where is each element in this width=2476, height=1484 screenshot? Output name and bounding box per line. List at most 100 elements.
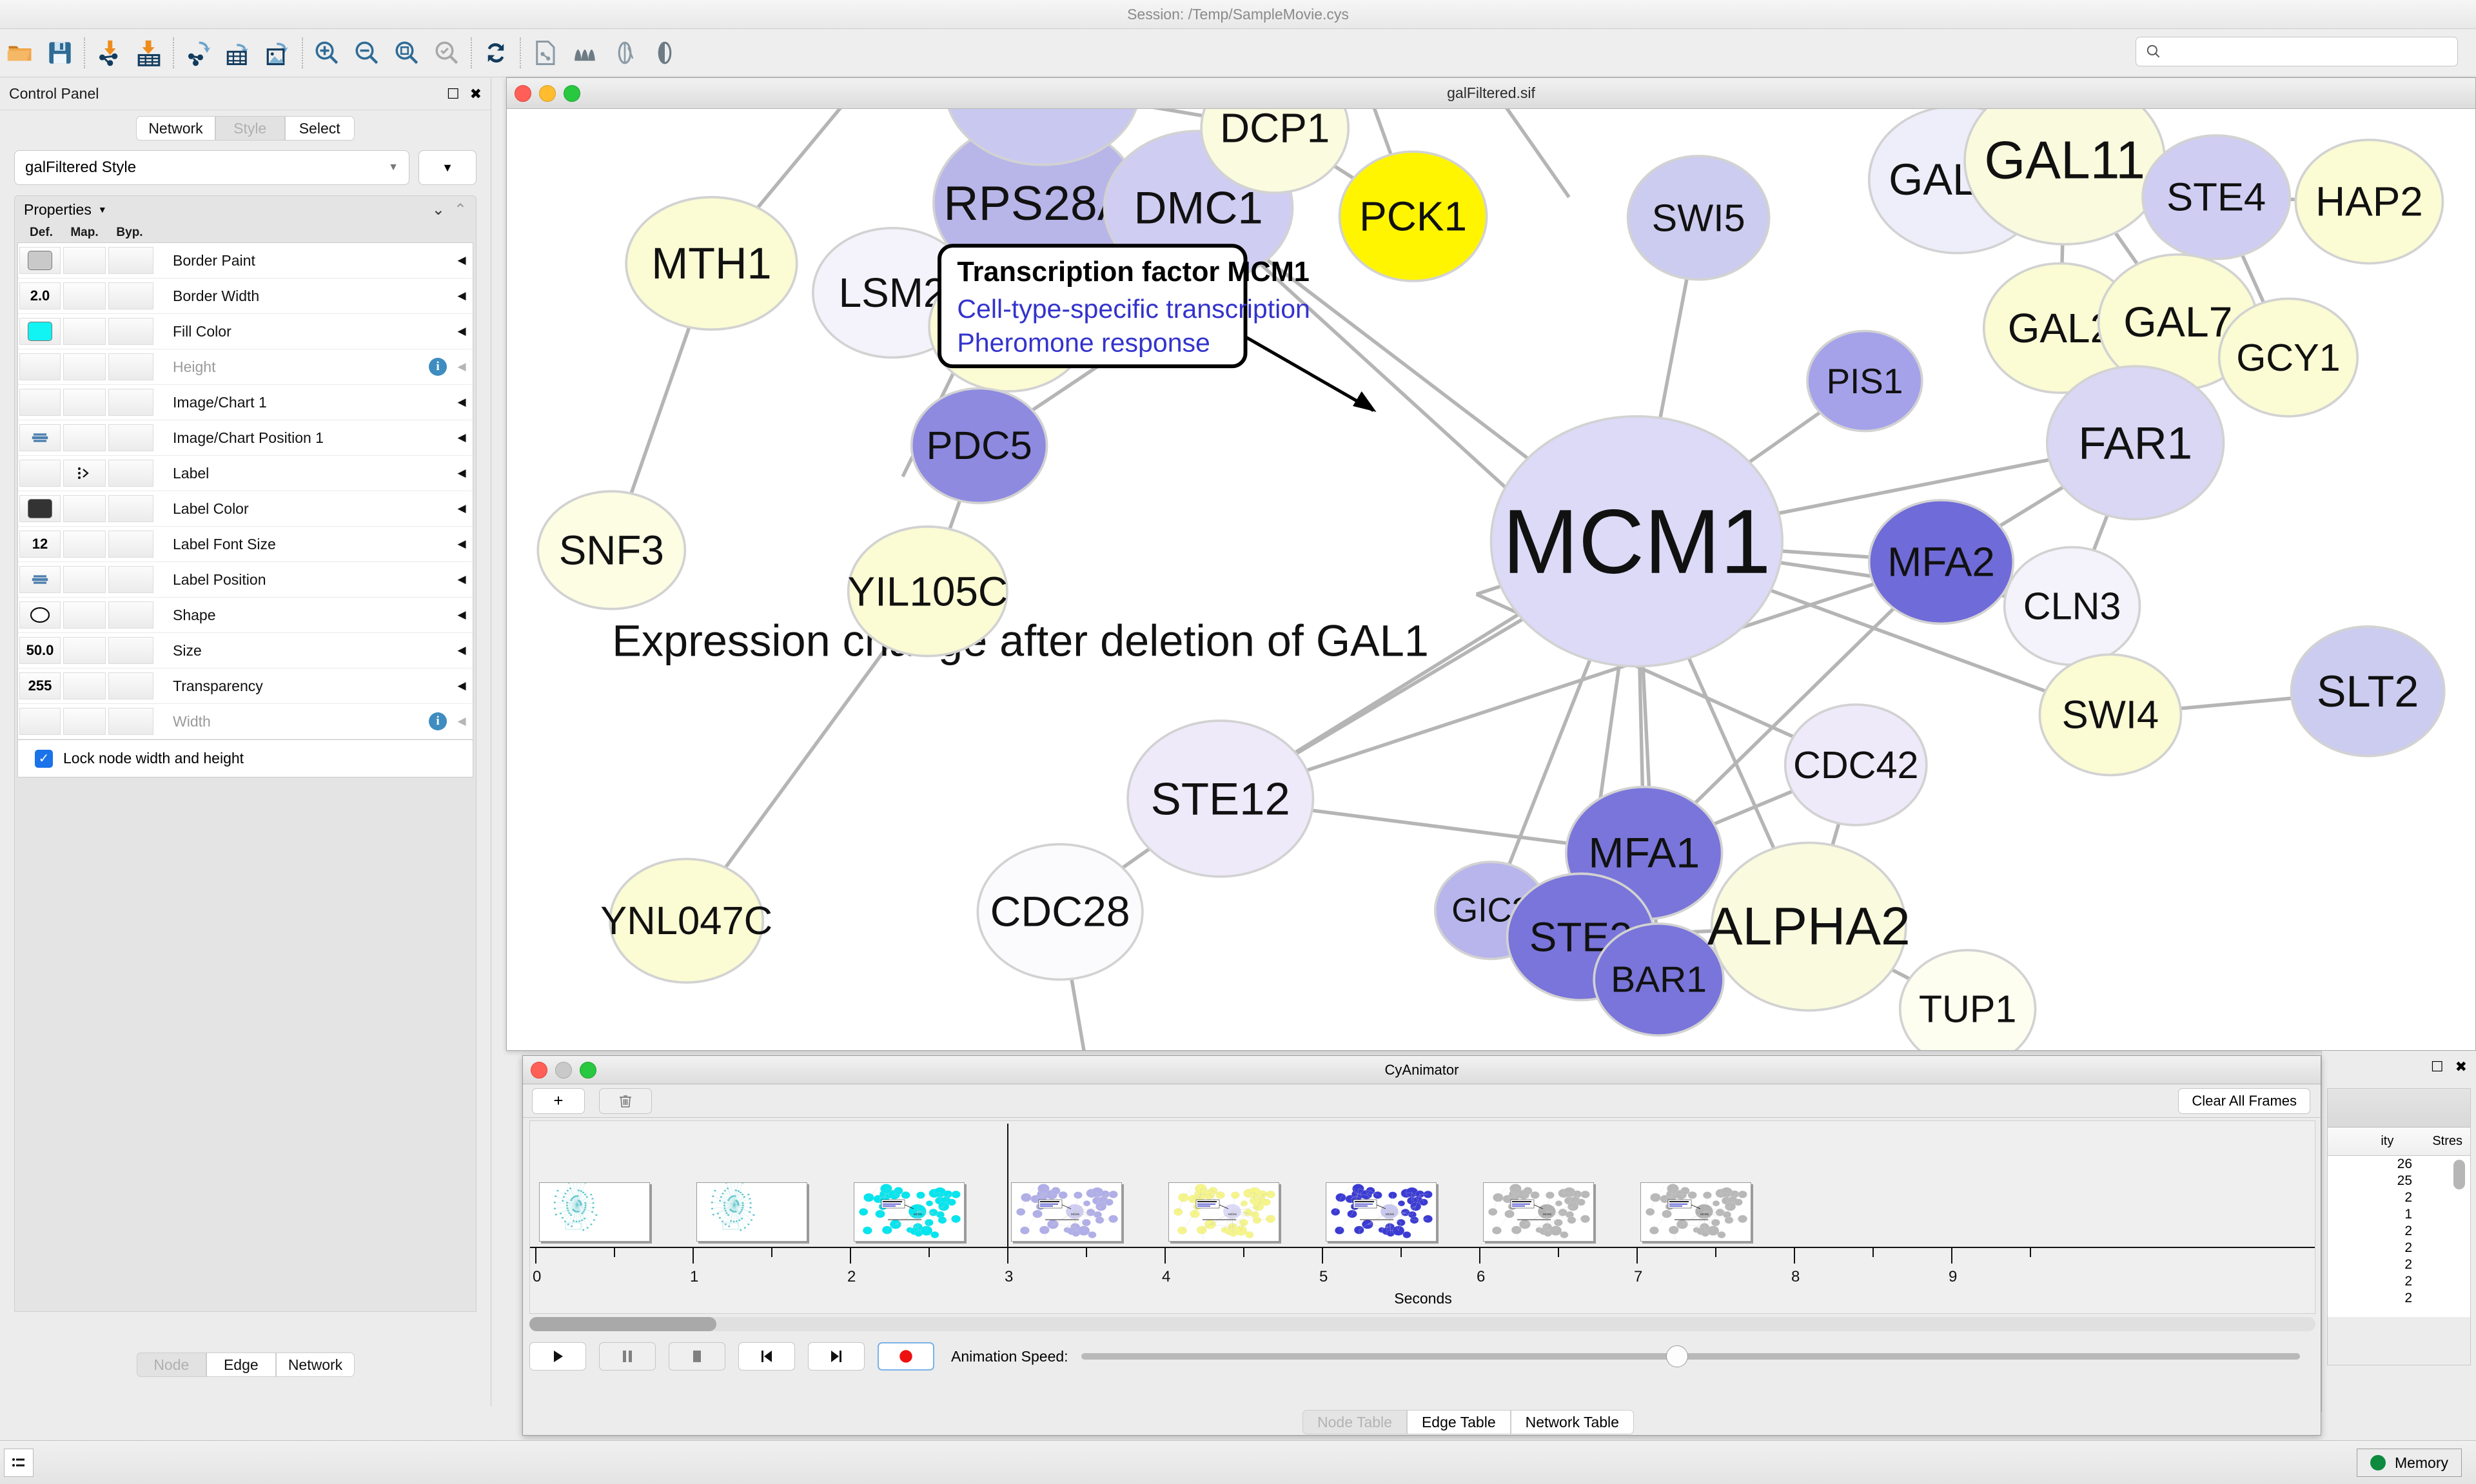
lock-node-wh-checkbox[interactable]: ✓ bbox=[35, 749, 53, 768]
network-node[interactable]: GCY1 bbox=[2217, 297, 2359, 418]
property-mapping-cell[interactable] bbox=[63, 495, 106, 522]
property-default-cell[interactable] bbox=[19, 460, 61, 487]
network-annotation-text[interactable]: Expression change after deletion of GAL1 bbox=[612, 616, 1429, 666]
property-expand-arrow[interactable]: ◀ bbox=[457, 644, 466, 656]
clear-all-frames-button[interactable]: Clear All Frames bbox=[2178, 1088, 2310, 1114]
network-node[interactable]: STE12 bbox=[1126, 719, 1315, 878]
bottom-tab-network[interactable]: Network bbox=[275, 1352, 355, 1377]
network-node[interactable]: DCP1 bbox=[1200, 109, 1350, 194]
property-mapping-cell[interactable] bbox=[63, 531, 106, 558]
minimize-traffic-light[interactable] bbox=[555, 1061, 572, 1079]
property-row[interactable]: 50.0 Size ◀ bbox=[18, 633, 473, 669]
network-node[interactable]: PCK1 bbox=[1338, 150, 1488, 282]
chevron-down-icon[interactable]: ▼ bbox=[97, 204, 107, 215]
property-expand-arrow[interactable]: ◀ bbox=[457, 396, 466, 408]
hide-icon[interactable] bbox=[605, 33, 645, 73]
search-input[interactable] bbox=[2162, 43, 2439, 60]
lock-node-wh-row[interactable]: ✓ Lock node width and height bbox=[17, 740, 473, 777]
timeline-frame[interactable]: MCM1 bbox=[1483, 1182, 1594, 1242]
table-cell[interactable]: 2 bbox=[2404, 1274, 2412, 1289]
property-bypass-cell[interactable] bbox=[108, 637, 153, 664]
property-mapping-cell[interactable] bbox=[63, 566, 106, 593]
close-traffic-light[interactable] bbox=[515, 84, 531, 102]
network-node[interactable]: SWI4 bbox=[2038, 653, 2183, 777]
tab-node-table[interactable]: Node Table bbox=[1302, 1410, 1407, 1434]
table-body[interactable]: 26 25 2 1 2 2 2 2 2 bbox=[2328, 1156, 2470, 1317]
style-options-button[interactable]: ▼ bbox=[418, 150, 477, 185]
property-bypass-cell[interactable] bbox=[108, 672, 153, 699]
property-row[interactable]: 2.0 Border Width ◀ bbox=[18, 278, 473, 314]
timeline-frame[interactable] bbox=[539, 1182, 650, 1242]
property-row[interactable]: Label Position ◀ bbox=[18, 562, 473, 598]
network-node[interactable]: PIS1 bbox=[1806, 329, 1923, 433]
delete-frame-button[interactable] bbox=[599, 1088, 652, 1114]
skip-end-button[interactable] bbox=[808, 1342, 865, 1371]
timeline-frame[interactable] bbox=[696, 1182, 807, 1242]
property-row[interactable]: 255 Transparency ◀ bbox=[18, 669, 473, 704]
color-swatch-icon[interactable] bbox=[28, 251, 52, 270]
property-row[interactable]: Label Color ◀ bbox=[18, 491, 473, 527]
property-mapping-cell[interactable] bbox=[63, 389, 106, 416]
property-bypass-cell[interactable] bbox=[108, 566, 153, 593]
property-bypass-cell[interactable] bbox=[108, 282, 153, 309]
maximize-traffic-light[interactable] bbox=[580, 1061, 596, 1079]
info-icon[interactable]: i bbox=[429, 712, 447, 730]
property-default-cell[interactable] bbox=[19, 566, 61, 593]
zoom-out-icon[interactable] bbox=[347, 33, 387, 73]
property-expand-arrow[interactable]: ◀ bbox=[457, 467, 466, 479]
table-cell[interactable]: 2 bbox=[2404, 1190, 2412, 1205]
network-graph[interactable]: Expression change after deletion of GAL1… bbox=[507, 109, 2475, 1050]
node-tooltip-callout[interactable]: Transcription factor MCM1 Cell-type-speci… bbox=[938, 244, 1310, 369]
group-icon[interactable] bbox=[565, 33, 605, 73]
expand-all-icon[interactable]: ⌄ bbox=[431, 200, 445, 219]
network-node[interactable]: SWI5 bbox=[1626, 155, 1771, 281]
property-bypass-cell[interactable] bbox=[108, 531, 153, 558]
property-row[interactable]: 12 Label Font Size ◀ bbox=[18, 527, 473, 562]
import-network-icon[interactable] bbox=[89, 33, 129, 73]
network-node[interactable]: SNF3 bbox=[536, 490, 687, 610]
timeline-frame[interactable]: MCM1 bbox=[1168, 1182, 1279, 1242]
property-mapping-cell[interactable] bbox=[63, 424, 106, 451]
property-expand-arrow[interactable]: ◀ bbox=[457, 325, 466, 337]
property-bypass-cell[interactable] bbox=[108, 318, 153, 345]
property-expand-arrow[interactable]: ◀ bbox=[457, 573, 466, 585]
close-icon[interactable]: ✖ bbox=[469, 85, 482, 102]
color-swatch-icon[interactable] bbox=[28, 322, 52, 341]
play-button[interactable] bbox=[529, 1342, 586, 1371]
property-default-cell[interactable]: 50.0 bbox=[19, 637, 61, 664]
timeline-playhead[interactable] bbox=[1007, 1124, 1008, 1247]
timeline-horizontal-scrollbar[interactable] bbox=[529, 1317, 2315, 1331]
property-default-cell[interactable]: 255 bbox=[19, 672, 61, 699]
property-row[interactable]: Label ◀ bbox=[18, 456, 473, 491]
color-swatch-icon[interactable] bbox=[28, 499, 52, 518]
property-default-cell[interactable] bbox=[19, 318, 61, 345]
network-node[interactable]: CLN3 bbox=[2003, 545, 2141, 667]
network-canvas[interactable]: Expression change after deletion of GAL1… bbox=[507, 109, 2475, 1050]
network-node[interactable]: GAL7 bbox=[2097, 253, 2259, 391]
property-default-cell[interactable] bbox=[19, 353, 61, 380]
property-mapping-cell[interactable] bbox=[63, 353, 106, 380]
zoom-in-icon[interactable] bbox=[307, 33, 347, 73]
property-expand-arrow[interactable]: ◀ bbox=[457, 679, 466, 692]
table-cell[interactable]: 1 bbox=[2404, 1207, 2412, 1222]
frame-timeline[interactable]: MCM1 MCM1 MCM1 MCM1 MCM1 MCM1 0 1 2 3 4 5 6 7 8 9 Seco… bbox=[529, 1120, 2315, 1314]
network-node[interactable]: TUP1 bbox=[1898, 949, 2037, 1050]
property-mapping-cell[interactable] bbox=[63, 601, 106, 629]
property-mapping-cell[interactable] bbox=[63, 460, 106, 487]
style-dropdown[interactable]: galFiltered Style ▼ bbox=[14, 150, 409, 185]
zoom-fit-icon[interactable] bbox=[387, 33, 427, 73]
property-row[interactable]: Image/Chart Position 1 ◀ bbox=[18, 420, 473, 456]
tab-network-table[interactable]: Network Table bbox=[1510, 1410, 1634, 1434]
network-node[interactable]: GAL2 bbox=[1982, 262, 2138, 395]
property-expand-arrow[interactable]: ◀ bbox=[457, 289, 466, 302]
property-bypass-cell[interactable] bbox=[108, 495, 153, 522]
property-default-cell[interactable] bbox=[19, 247, 61, 274]
maximize-traffic-light[interactable] bbox=[564, 84, 580, 102]
property-mapping-cell[interactable] bbox=[63, 318, 106, 345]
network-node[interactable]: ALPHA2 bbox=[1707, 841, 1911, 1012]
pause-button[interactable] bbox=[599, 1342, 656, 1371]
property-bypass-cell[interactable] bbox=[108, 708, 153, 735]
property-expand-arrow[interactable]: ◀ bbox=[457, 431, 466, 444]
tab-select[interactable]: Select bbox=[284, 116, 355, 141]
table-cell[interactable]: 2 bbox=[2404, 1291, 2412, 1305]
